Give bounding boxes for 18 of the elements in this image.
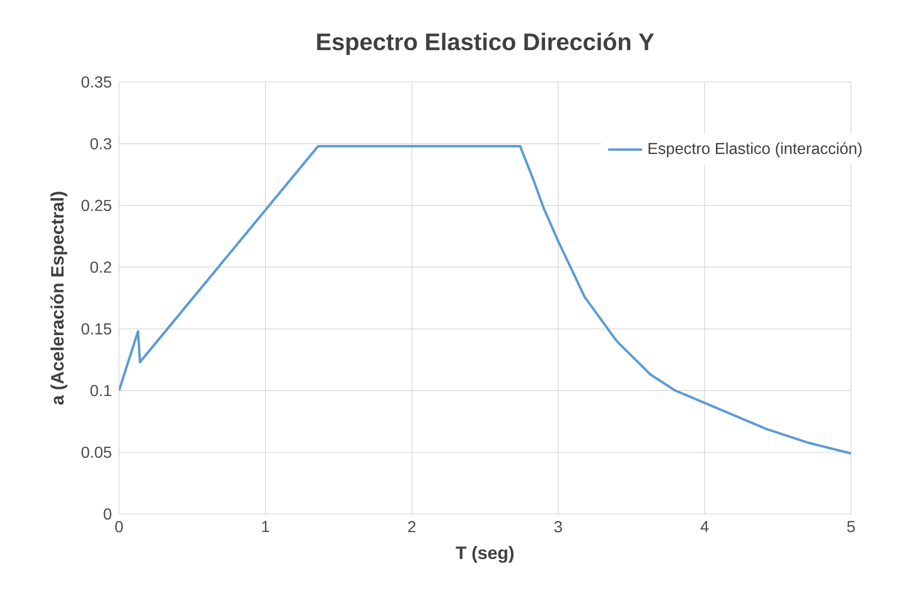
y-tick-label: 0.2	[90, 262, 112, 273]
x-tick-label: 1	[262, 521, 270, 532]
x-axis-title: T (seg)	[456, 546, 514, 563]
x-tick-label: 3	[554, 521, 562, 532]
y-axis-title: a (Aceleración Espectral)	[50, 192, 68, 405]
x-tick-label: 4	[700, 521, 709, 532]
y-tick-label: 0.05	[82, 446, 112, 458]
x-tick-label: 0	[115, 521, 123, 532]
x-tick-label: 2	[408, 521, 416, 532]
y-tick-label: 0	[104, 508, 112, 520]
y-tick-label: 0.35	[82, 76, 112, 88]
x-tick-label: 5	[847, 521, 855, 532]
y-tick-label: 0.3	[90, 138, 112, 150]
y-tick-label: 0.15	[82, 323, 112, 334]
chart-title: Espectro Elastico Dirección Y	[317, 32, 654, 56]
legend-label: Espectro Elastico (interacción)	[648, 142, 862, 158]
y-tick-label: 0.1	[90, 384, 112, 396]
y-tick-label: 0.25	[82, 200, 112, 212]
